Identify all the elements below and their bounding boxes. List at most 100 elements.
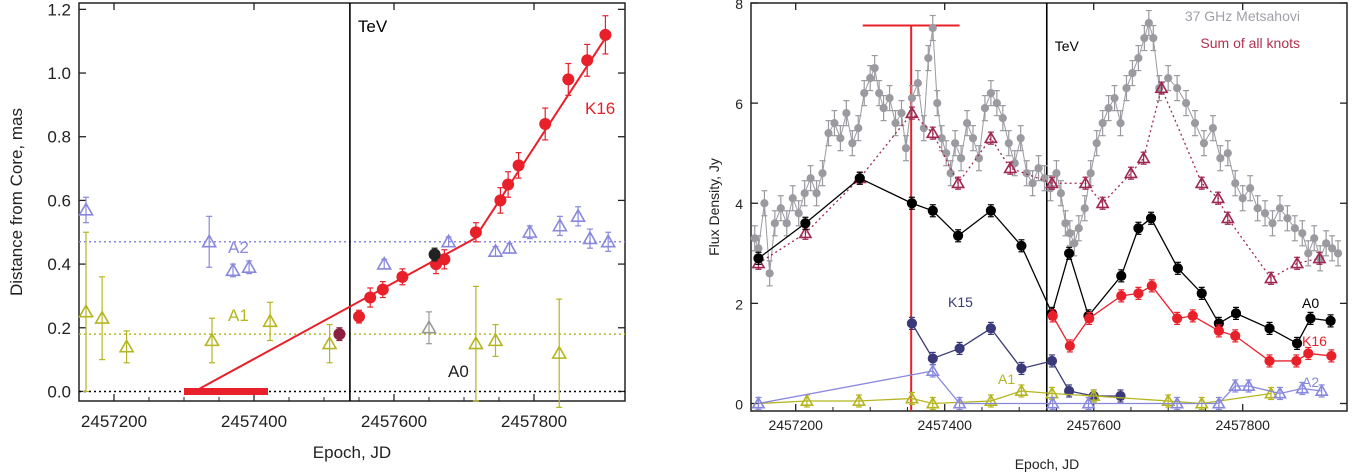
right-k15-series — [906, 316, 1126, 403]
left-k16-point — [438, 253, 451, 266]
right-37-ghz-metsahovi-point — [860, 89, 869, 98]
right-37-ghz-metsahovi-point — [842, 109, 851, 118]
right-a1-point — [1161, 393, 1176, 406]
left-plot-frame — [78, 2, 626, 402]
right-k15-point — [954, 343, 965, 354]
left-a2-point — [501, 240, 518, 254]
right-y-axis-title: Flux Density, Jy — [706, 158, 722, 256]
right-a2-line — [758, 370, 1322, 405]
right-a1-point — [1014, 383, 1029, 396]
left-k16-point — [469, 226, 482, 239]
right-a2-point — [1241, 378, 1256, 391]
right-37-ghz-metsahovi-point — [1223, 149, 1232, 158]
left-a1-point — [468, 335, 484, 350]
right-k16-label: K16 — [1302, 333, 1327, 349]
right-37-ghz-metsahovi-point — [1208, 124, 1218, 133]
right-37-ghz-metsahovi-point — [854, 124, 863, 133]
right-sum-of-all-knots-point — [1045, 176, 1059, 189]
right-a2-point — [1081, 396, 1096, 409]
right-37-ghz-metsahovi-point — [1092, 139, 1101, 148]
right-a1-point — [983, 393, 998, 406]
right-37-ghz-metsahovi-point — [812, 189, 821, 198]
right-y-tick-label: 0 — [735, 396, 743, 412]
right-37-ghz-metsahovi-point — [1028, 179, 1037, 188]
right-x-tick-label: 2457200 — [768, 417, 823, 433]
right-k15-point — [1016, 363, 1027, 374]
left-k16-point — [364, 291, 377, 304]
right-37-ghz-metsahovi-point — [1022, 169, 1031, 178]
left-a1-point — [118, 338, 135, 353]
right-k16-series — [1047, 279, 1337, 368]
right-a1-point — [1086, 388, 1101, 401]
left-unnamed-series — [333, 327, 346, 342]
right-37-ghz-metsahovi-point — [782, 219, 791, 228]
right-37-ghz-metsahovi-point — [1144, 18, 1153, 28]
right-37-ghz-metsahovi-point — [901, 144, 911, 153]
right-37-ghz-metsahovi-point — [1304, 249, 1313, 258]
right-plot-data: 2457200 2457400 2457600 2457800 0 2 4 6 8 TeV 37 G… — [735, 0, 1347, 433]
right-a1-point — [1194, 396, 1209, 409]
left-a2-series — [78, 196, 617, 278]
right-a0-point — [1264, 323, 1275, 334]
right-37-ghz-metsahovi-point — [800, 189, 809, 198]
right-a2-point — [1170, 396, 1185, 409]
right-37-ghz-metsahovi-point — [788, 194, 797, 203]
right-37-ghz-metsahovi-point — [1052, 169, 1061, 178]
right-a2-point — [751, 396, 766, 409]
right-37-ghz-metsahovi-point — [875, 89, 884, 98]
right-k15-point — [1046, 355, 1058, 367]
right-k16-point — [1291, 355, 1302, 367]
right-k15-point — [1115, 390, 1126, 402]
right-37-ghz-metsahovi-point — [1134, 53, 1143, 63]
right-37-ghz-metsahovi-point — [956, 154, 966, 163]
right-x-tick-label: 2457800 — [1215, 417, 1270, 433]
right-sum-of-all-knots-point — [1078, 176, 1093, 189]
right-a1-label: A1 — [998, 371, 1015, 387]
right-37-ghz-metsahovi-point — [907, 94, 917, 103]
right-sum-of-all-knots-point — [1211, 191, 1226, 204]
right-37-ghz-metsahovi-point — [1190, 119, 1200, 128]
right-37-ghz-metsahovi-point — [885, 94, 894, 103]
right-37-ghz-metsahovi-point — [836, 134, 845, 143]
right-sum-of-all-knots-series — [751, 80, 1327, 285]
right-37-ghz-metsahovi-point — [951, 139, 960, 148]
right-37-ghz-metsahovi-point — [776, 204, 785, 213]
right-37-ghz-metsahovi-point — [794, 209, 803, 218]
right-37-ghz-metsahovi-point — [848, 139, 857, 148]
right-37-ghz-metsahovi-point — [1104, 104, 1113, 113]
right-37-ghz-metsahovi-point — [1110, 94, 1119, 103]
left-a1-point — [262, 313, 278, 328]
right-37-ghz-metsahovi-point — [1322, 239, 1331, 248]
right-a0-point — [800, 218, 811, 229]
right-37-ghz-metsahovi-point — [1231, 179, 1240, 188]
right-k15-point — [985, 323, 996, 334]
right-37-ghz-metsahovi-point — [962, 119, 972, 128]
left-k16-point — [512, 159, 525, 172]
right-37-ghz-metsahovi-point — [1290, 224, 1299, 233]
right-k16-point — [1133, 288, 1144, 299]
right-37-ghz-metsahovi-point — [1298, 229, 1307, 238]
right-a0-point — [1116, 270, 1127, 281]
right-sum-of-all-knots-point — [1154, 80, 1169, 94]
right-a2-point — [952, 396, 967, 409]
right-a1-series — [751, 383, 1278, 411]
right-a2-point — [1228, 378, 1243, 391]
left-k16-point — [353, 310, 365, 323]
right-37-ghz-metsahovi-point — [1016, 134, 1025, 143]
right-37-ghz-metsahovi-point — [806, 174, 815, 183]
right-a2-label: A2 — [1302, 374, 1319, 390]
right-x-tick-label: 2457600 — [1066, 417, 1121, 433]
left-x-tick-label: 2457200 — [81, 412, 147, 431]
right-37-ghz-metsahovi-label: 37 GHz Metsahovi — [1185, 8, 1300, 24]
right-y-tick-label: 8 — [735, 0, 743, 12]
right-a0-point — [1016, 240, 1027, 251]
right-37-ghz-metsahovi-point — [818, 169, 827, 178]
right-sum-of-all-knots-point — [1264, 271, 1278, 284]
left-y-tick-label: 0.0 — [47, 382, 71, 401]
left-a2-point — [201, 233, 218, 248]
right-a0-point — [927, 205, 938, 216]
left-a0-label: A0 — [448, 362, 469, 381]
left-x-axis-title: Epoch, JD — [313, 443, 391, 462]
right-sum-of-all-knots-point — [751, 256, 766, 269]
